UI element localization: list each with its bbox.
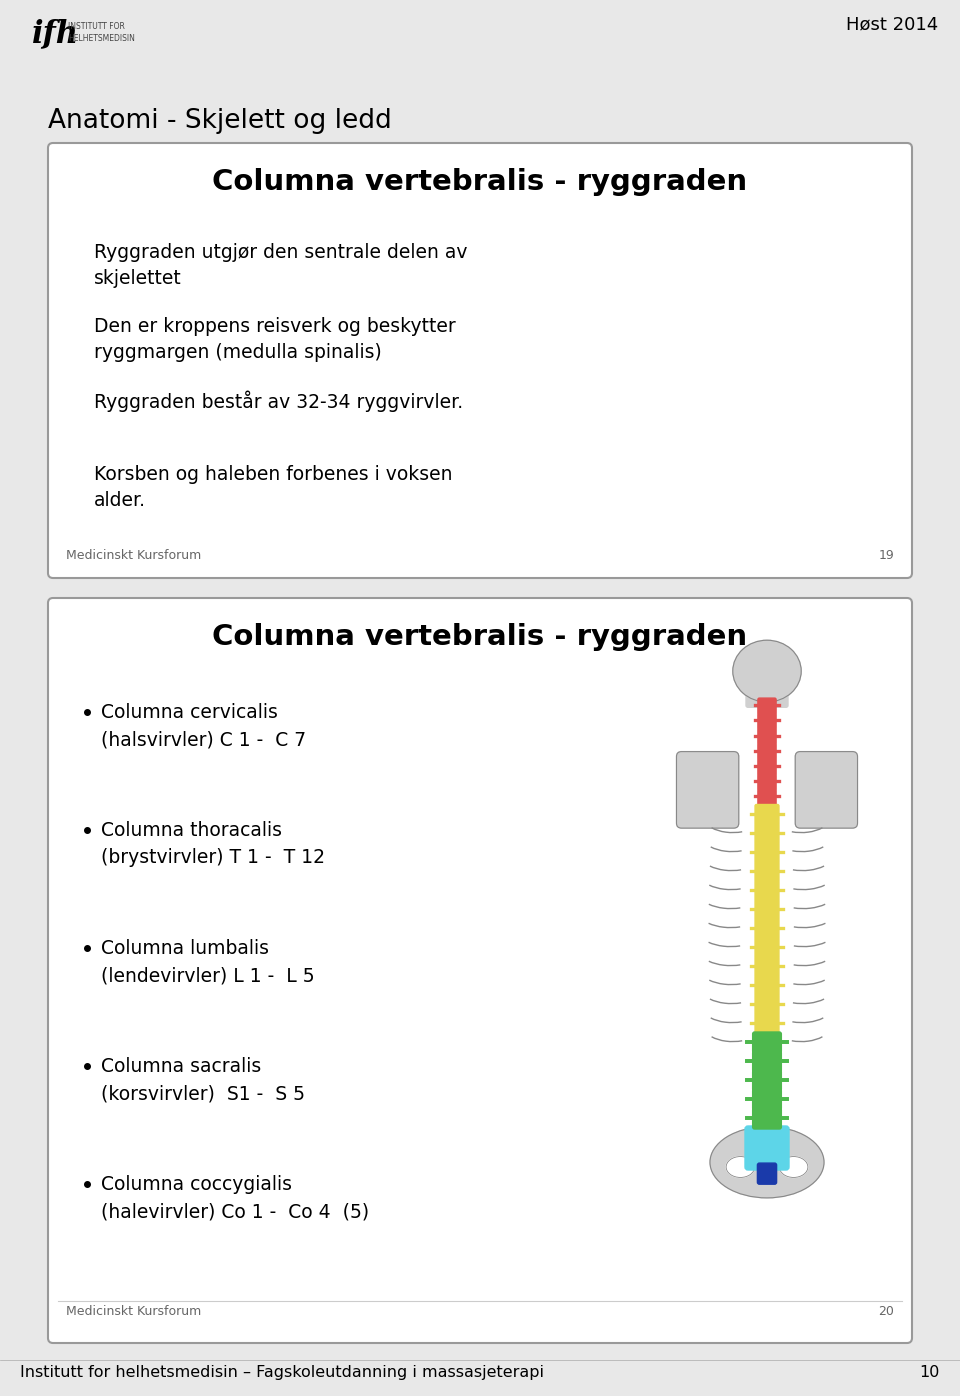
FancyBboxPatch shape (756, 899, 779, 920)
FancyBboxPatch shape (753, 1032, 781, 1053)
FancyBboxPatch shape (764, 278, 780, 292)
FancyBboxPatch shape (757, 744, 776, 759)
Text: Ryggraden består av 32-34 ryggvirvler.: Ryggraden består av 32-34 ryggvirvler. (94, 391, 463, 412)
Ellipse shape (710, 1127, 824, 1198)
FancyBboxPatch shape (764, 240, 780, 254)
FancyBboxPatch shape (756, 861, 779, 881)
FancyBboxPatch shape (757, 698, 776, 715)
Text: Columna vertebralis - ryggraden: Columna vertebralis - ryggraden (212, 623, 748, 651)
Ellipse shape (732, 641, 802, 702)
FancyBboxPatch shape (745, 1127, 789, 1170)
FancyBboxPatch shape (677, 751, 739, 828)
FancyBboxPatch shape (757, 775, 776, 790)
Text: Høst 2014: Høst 2014 (846, 15, 938, 34)
FancyBboxPatch shape (48, 597, 912, 1343)
FancyBboxPatch shape (757, 1163, 777, 1184)
FancyBboxPatch shape (762, 331, 782, 348)
FancyBboxPatch shape (756, 919, 779, 938)
FancyBboxPatch shape (756, 938, 779, 958)
Text: Anatomi - Skjelett og ledd: Anatomi - Skjelett og ledd (48, 107, 392, 134)
FancyBboxPatch shape (762, 315, 782, 332)
FancyBboxPatch shape (764, 228, 780, 242)
FancyBboxPatch shape (762, 472, 782, 489)
FancyBboxPatch shape (753, 1108, 781, 1129)
Ellipse shape (780, 1156, 808, 1177)
FancyBboxPatch shape (756, 956, 779, 976)
Text: Columna lumbalis
(lendevirvler) L 1 -  L 5: Columna lumbalis (lendevirvler) L 1 - L … (101, 940, 315, 986)
FancyBboxPatch shape (762, 409, 782, 426)
FancyBboxPatch shape (756, 976, 779, 995)
FancyBboxPatch shape (762, 440, 782, 456)
FancyBboxPatch shape (764, 265, 780, 279)
Text: Medicinskt Kursforum: Medicinskt Kursforum (66, 549, 202, 563)
Text: Medicinskt Kursforum: Medicinskt Kursforum (66, 1305, 202, 1318)
Ellipse shape (744, 181, 800, 232)
FancyBboxPatch shape (753, 1069, 781, 1092)
FancyBboxPatch shape (697, 271, 750, 336)
FancyBboxPatch shape (753, 1051, 781, 1072)
FancyBboxPatch shape (762, 363, 782, 378)
FancyBboxPatch shape (762, 456, 782, 472)
Text: 19: 19 (878, 549, 894, 563)
FancyBboxPatch shape (760, 533, 784, 551)
FancyBboxPatch shape (795, 751, 857, 828)
FancyBboxPatch shape (756, 994, 779, 1015)
FancyBboxPatch shape (756, 881, 779, 900)
FancyBboxPatch shape (757, 789, 776, 805)
FancyBboxPatch shape (756, 824, 779, 843)
FancyBboxPatch shape (764, 290, 780, 304)
Text: Columna thoracalis
(brystvirvler) T 1 -  T 12: Columna thoracalis (brystvirvler) T 1 - … (101, 821, 325, 867)
FancyBboxPatch shape (757, 759, 776, 775)
Text: 20: 20 (878, 1305, 894, 1318)
FancyBboxPatch shape (757, 729, 776, 744)
FancyBboxPatch shape (762, 424, 782, 441)
FancyBboxPatch shape (764, 303, 780, 317)
FancyBboxPatch shape (757, 713, 776, 730)
FancyBboxPatch shape (760, 503, 784, 519)
Text: Columna coccygialis
(halevirvler) Co 1 -  Co 4  (5): Columna coccygialis (halevirvler) Co 1 -… (101, 1175, 370, 1222)
FancyBboxPatch shape (756, 804, 779, 825)
FancyBboxPatch shape (762, 394, 782, 410)
Text: Columna vertebralis - ryggraden: Columna vertebralis - ryggraden (212, 168, 748, 195)
FancyBboxPatch shape (756, 1013, 779, 1033)
Ellipse shape (726, 1156, 755, 1177)
FancyBboxPatch shape (746, 690, 788, 708)
FancyBboxPatch shape (764, 253, 780, 267)
FancyBboxPatch shape (762, 378, 782, 395)
FancyBboxPatch shape (756, 843, 779, 863)
Text: ifh: ifh (32, 18, 79, 49)
Text: INSTITUTT FOR
HELHETSMEDISIN: INSTITUTT FOR HELHETSMEDISIN (68, 22, 134, 43)
Text: Korsben og haleben forbenes i voksen
alder.: Korsben og haleben forbenes i voksen ald… (94, 465, 452, 510)
FancyBboxPatch shape (762, 487, 782, 504)
FancyBboxPatch shape (48, 142, 912, 578)
Text: Columna cervicalis
(halsvirvler) C 1 -  C 7: Columna cervicalis (halsvirvler) C 1 - C… (101, 704, 306, 750)
FancyBboxPatch shape (755, 222, 789, 236)
FancyBboxPatch shape (794, 271, 847, 336)
Text: 10: 10 (920, 1365, 940, 1381)
FancyBboxPatch shape (762, 346, 782, 363)
Text: Den er kroppens reisverk og beskytter
ryggmargen (medulla spinalis): Den er kroppens reisverk og beskytter ry… (94, 317, 456, 362)
Text: Ryggraden utgjør den sentrale delen av
skjelettet: Ryggraden utgjør den sentrale delen av s… (94, 243, 468, 288)
Text: Institutt for helhetsmedisin – Fagskoleutdanning i massasjeterapi: Institutt for helhetsmedisin – Fagskoleu… (20, 1365, 544, 1381)
FancyBboxPatch shape (760, 518, 784, 536)
Text: Columna sacralis
(korsvirvler)  S1 -  S 5: Columna sacralis (korsvirvler) S1 - S 5 (101, 1057, 305, 1103)
FancyBboxPatch shape (753, 1089, 781, 1110)
Wedge shape (0, 14, 28, 70)
